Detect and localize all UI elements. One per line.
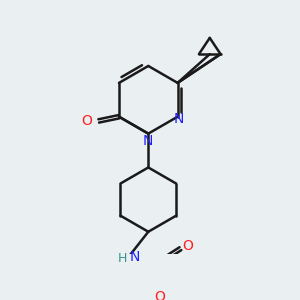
Text: O: O [155, 290, 166, 300]
Text: O: O [183, 239, 194, 253]
Text: H: H [118, 252, 128, 265]
Text: N: N [130, 250, 140, 264]
Text: N: N [142, 134, 153, 148]
Text: N: N [174, 112, 184, 126]
Text: O: O [81, 114, 92, 128]
